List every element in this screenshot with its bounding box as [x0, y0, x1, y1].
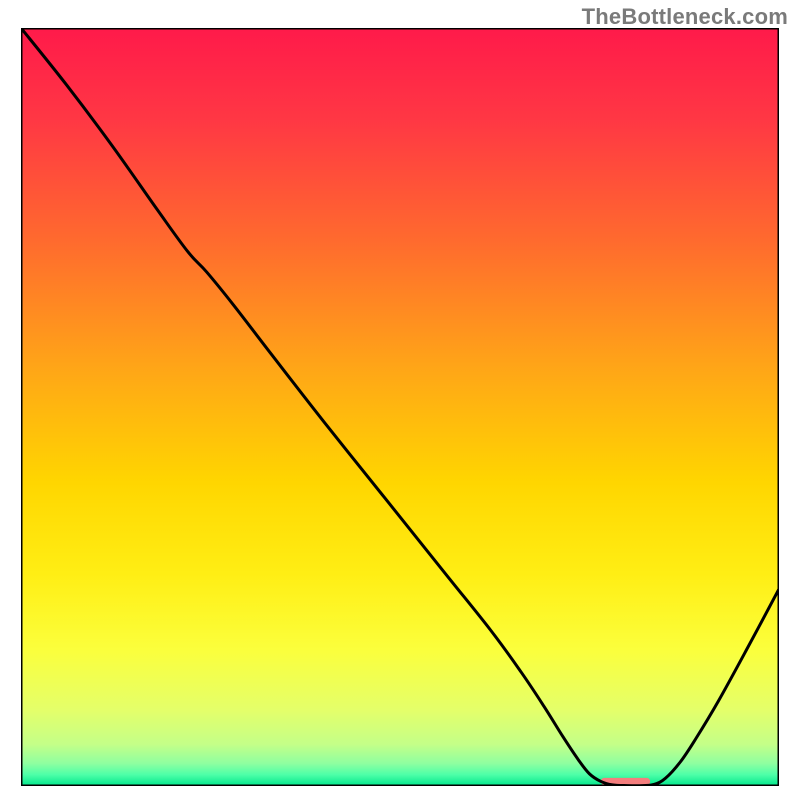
chart-background: [21, 28, 779, 786]
watermark-text: TheBottleneck.com: [582, 4, 788, 30]
chart-frame: [21, 28, 779, 786]
chart-container: TheBottleneck.com: [0, 0, 800, 800]
bottleneck-chart: [21, 28, 779, 786]
